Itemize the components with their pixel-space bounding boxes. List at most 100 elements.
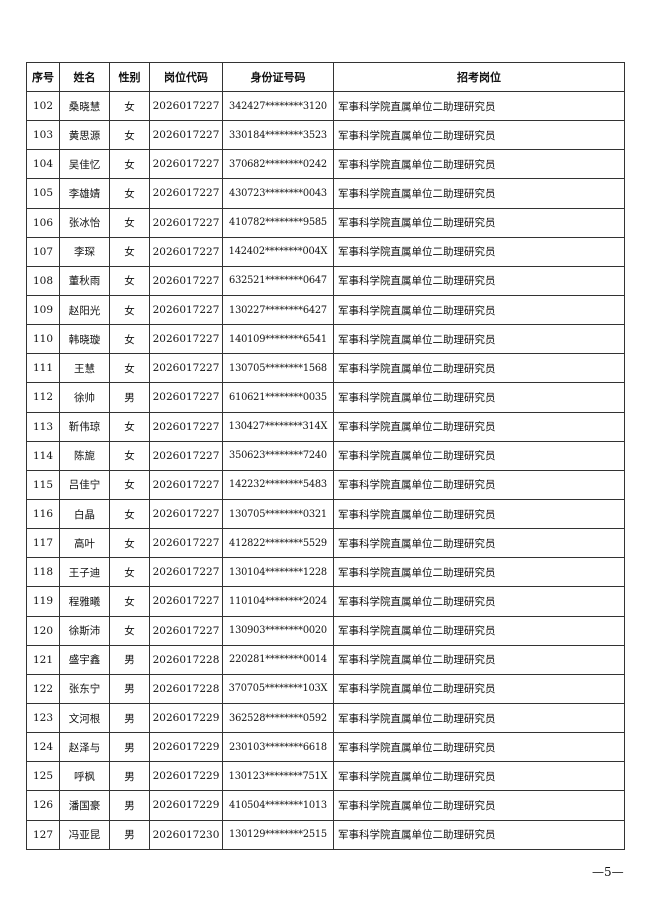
cell-gender: 女 bbox=[109, 178, 150, 209]
cell-seq: 127 bbox=[26, 819, 60, 850]
header-name: 姓名 bbox=[59, 62, 110, 92]
cell-gender: 女 bbox=[109, 353, 150, 384]
cell-name: 韩晓璇 bbox=[59, 324, 110, 355]
cell-post: 军事科学院直属单位二助理研究员 bbox=[333, 294, 625, 326]
cell-seq: 102 bbox=[26, 90, 60, 122]
cell-id-number: 370682********0242 bbox=[222, 149, 334, 180]
cell-id-number: 350623********7240 bbox=[222, 440, 334, 471]
cell-post: 军事科学院直属单位二助理研究员 bbox=[333, 353, 625, 384]
cell-id-number: 362528********0592 bbox=[222, 702, 334, 734]
cell-post-code: 2026017227 bbox=[149, 469, 223, 500]
table-row: 116 白晶女 2026017227 130705********0321 军事科学院直… bbox=[26, 498, 625, 530]
header-row: 序号 姓名 性别 岗位代码 身份证号码 招考岗位 bbox=[26, 62, 625, 92]
cell-seq: 107 bbox=[26, 236, 60, 267]
cell-id-number: 130705********1568 bbox=[222, 353, 334, 384]
table-row: 112 徐帅男 2026017227 610621********0035 军事科学院直… bbox=[26, 382, 625, 413]
cell-post: 军事科学院直属单位二助理研究员 bbox=[333, 615, 625, 646]
table-row: 120 徐斯沛女 2026017227 130903********0020 军事科学院… bbox=[26, 615, 625, 646]
cell-name: 黄思源 bbox=[59, 120, 110, 151]
cell-seq: 112 bbox=[26, 382, 60, 413]
table-row: 121 盛宇鑫男 2026017228 220281********0014 军事科学院… bbox=[26, 644, 625, 675]
cell-gender: 女 bbox=[109, 498, 150, 530]
table-row: 114 陈旎女 2026017227 350623********7240 军事科学院直… bbox=[26, 440, 625, 471]
cell-gender: 女 bbox=[109, 411, 150, 442]
cell-post: 军事科学院直属单位二助理研究员 bbox=[333, 236, 625, 267]
cell-id-number: 140109********6541 bbox=[222, 324, 334, 355]
cell-post-code: 2026017227 bbox=[149, 586, 223, 617]
cell-id-number: 130104********1228 bbox=[222, 557, 334, 588]
cell-id-number: 370705********103X bbox=[222, 673, 334, 704]
table-row: 102 桑晓慧女 2026017227 342427********3120 军事科学院… bbox=[26, 90, 625, 122]
cell-post-code: 2026017227 bbox=[149, 353, 223, 384]
cell-id-number: 610621********0035 bbox=[222, 382, 334, 413]
cell-post: 军事科学院直属单位二助理研究员 bbox=[333, 498, 625, 530]
cell-seq: 113 bbox=[26, 411, 60, 442]
cell-post-code: 2026017227 bbox=[149, 411, 223, 442]
cell-post: 军事科学院直属单位二助理研究员 bbox=[333, 411, 625, 442]
cell-post-code: 2026017227 bbox=[149, 120, 223, 151]
cell-post: 军事科学院直属单位二助理研究员 bbox=[333, 90, 625, 122]
cell-id-number: 430723********0043 bbox=[222, 178, 334, 209]
cell-post: 军事科学院直属单位二助理研究员 bbox=[333, 382, 625, 413]
table-row: 127 冯亚昆男 2026017230 130129********2515 军事科学院… bbox=[26, 819, 625, 850]
cell-post: 军事科学院直属单位二助理研究员 bbox=[333, 265, 625, 296]
cell-name: 文河根 bbox=[59, 702, 110, 734]
cell-post-code: 2026017227 bbox=[149, 90, 223, 122]
cell-id-number: 130427********314X bbox=[222, 411, 334, 442]
cell-post-code: 2026017230 bbox=[149, 819, 223, 850]
page-number: —5— bbox=[592, 865, 624, 879]
cell-seq: 115 bbox=[26, 469, 60, 500]
cell-seq: 106 bbox=[26, 207, 60, 238]
cell-gender: 女 bbox=[109, 586, 150, 617]
cell-name: 王子迪 bbox=[59, 557, 110, 588]
table-row: 103 黄思源女 2026017227 330184********3523 军事科学院… bbox=[26, 120, 625, 151]
cell-post-code: 2026017227 bbox=[149, 178, 223, 209]
cell-post-code: 2026017227 bbox=[149, 382, 223, 413]
cell-id-number: 230103********6618 bbox=[222, 732, 334, 763]
cell-post: 军事科学院直属单位二助理研究员 bbox=[333, 207, 625, 238]
cell-seq: 120 bbox=[26, 615, 60, 646]
cell-post-code: 2026017227 bbox=[149, 265, 223, 296]
header-gender: 性别 bbox=[109, 62, 150, 92]
cell-name: 李雄婧 bbox=[59, 178, 110, 209]
cell-post-code: 2026017227 bbox=[149, 294, 223, 326]
cell-gender: 女 bbox=[109, 294, 150, 326]
cell-id-number: 130123********751X bbox=[222, 761, 334, 792]
cell-seq: 126 bbox=[26, 790, 60, 821]
table-row: 106 张冰怡女 2026017227 410782********9585 军事科学院… bbox=[26, 207, 625, 238]
cell-name: 桑晓慧 bbox=[59, 90, 110, 122]
cell-name: 盛宇鑫 bbox=[59, 644, 110, 675]
cell-name: 程雅曦 bbox=[59, 586, 110, 617]
cell-id-number: 410504********1013 bbox=[222, 790, 334, 821]
cell-post: 军事科学院直属单位二助理研究员 bbox=[333, 557, 625, 588]
cell-seq: 118 bbox=[26, 557, 60, 588]
cell-gender: 男 bbox=[109, 644, 150, 675]
cell-name: 吴佳忆 bbox=[59, 149, 110, 180]
cell-post: 军事科学院直属单位二助理研究员 bbox=[333, 178, 625, 209]
cell-post: 军事科学院直属单位二助理研究员 bbox=[333, 149, 625, 180]
cell-name: 王慧 bbox=[59, 353, 110, 384]
cell-id-number: 142232********5483 bbox=[222, 469, 334, 500]
cell-post: 军事科学院直属单位二助理研究员 bbox=[333, 702, 625, 734]
cell-post: 军事科学院直属单位二助理研究员 bbox=[333, 732, 625, 763]
cell-seq: 125 bbox=[26, 761, 60, 792]
cell-name: 李琛 bbox=[59, 236, 110, 267]
table-row: 124 赵泽与男 2026017229 230103********6618 军事科学院… bbox=[26, 732, 625, 763]
table-row: 126 潘国豪男 2026017229 410504********1013 军事科学院… bbox=[26, 790, 625, 821]
cell-id-number: 130705********0321 bbox=[222, 498, 334, 530]
cell-seq: 111 bbox=[26, 353, 60, 384]
table-row: 111 王慧女 2026017227 130705********1568 军事科学院直… bbox=[26, 353, 625, 384]
candidate-table: 序号 姓名 性别 岗位代码 身份证号码 招考岗位 102 桑晓慧女 20260172… bbox=[26, 62, 625, 850]
cell-gender: 女 bbox=[109, 469, 150, 500]
cell-post: 军事科学院直属单位二助理研究员 bbox=[333, 469, 625, 500]
cell-gender: 男 bbox=[109, 702, 150, 734]
cell-id-number: 342427********3120 bbox=[222, 90, 334, 122]
cell-post-code: 2026017227 bbox=[149, 149, 223, 180]
cell-post: 军事科学院直属单位二助理研究员 bbox=[333, 586, 625, 617]
cell-seq: 109 bbox=[26, 294, 60, 326]
cell-name: 徐斯沛 bbox=[59, 615, 110, 646]
table-row: 110 韩晓璇女 2026017227 140109********6541 军事科学院… bbox=[26, 324, 625, 355]
cell-name: 赵泽与 bbox=[59, 732, 110, 763]
table-row: 117 高叶女 2026017227 412822********5529 军事科学院直… bbox=[26, 528, 625, 559]
cell-name: 白晶 bbox=[59, 498, 110, 530]
